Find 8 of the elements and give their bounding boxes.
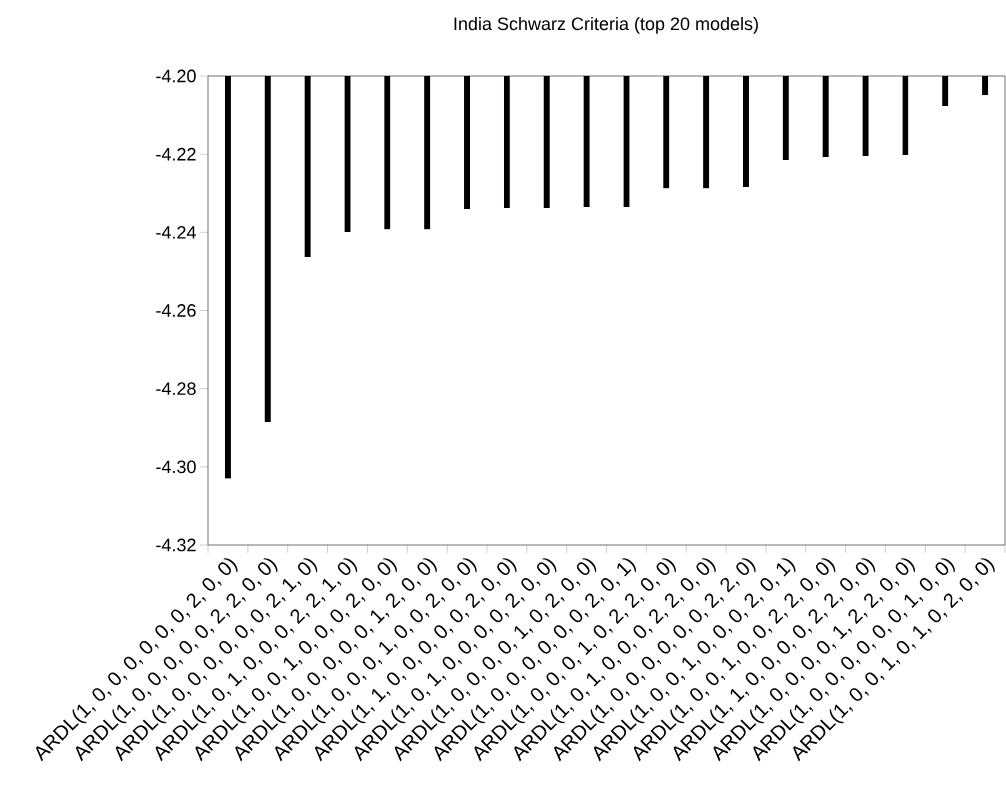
y-tick-label: -4.26 — [156, 304, 196, 317]
chart-title: India Schwarz Criteria (top 20 models) — [454, 16, 758, 34]
y-tick-label: -4.22 — [156, 147, 196, 161]
y-tick-label: -4.20 — [156, 69, 196, 83]
y-tick-label: -4.32 — [156, 538, 196, 552]
y-tick-label: -4.28 — [156, 382, 196, 396]
y-tick-label: -4.30 — [156, 460, 196, 474]
y-tick-label: -4.24 — [156, 226, 196, 239]
